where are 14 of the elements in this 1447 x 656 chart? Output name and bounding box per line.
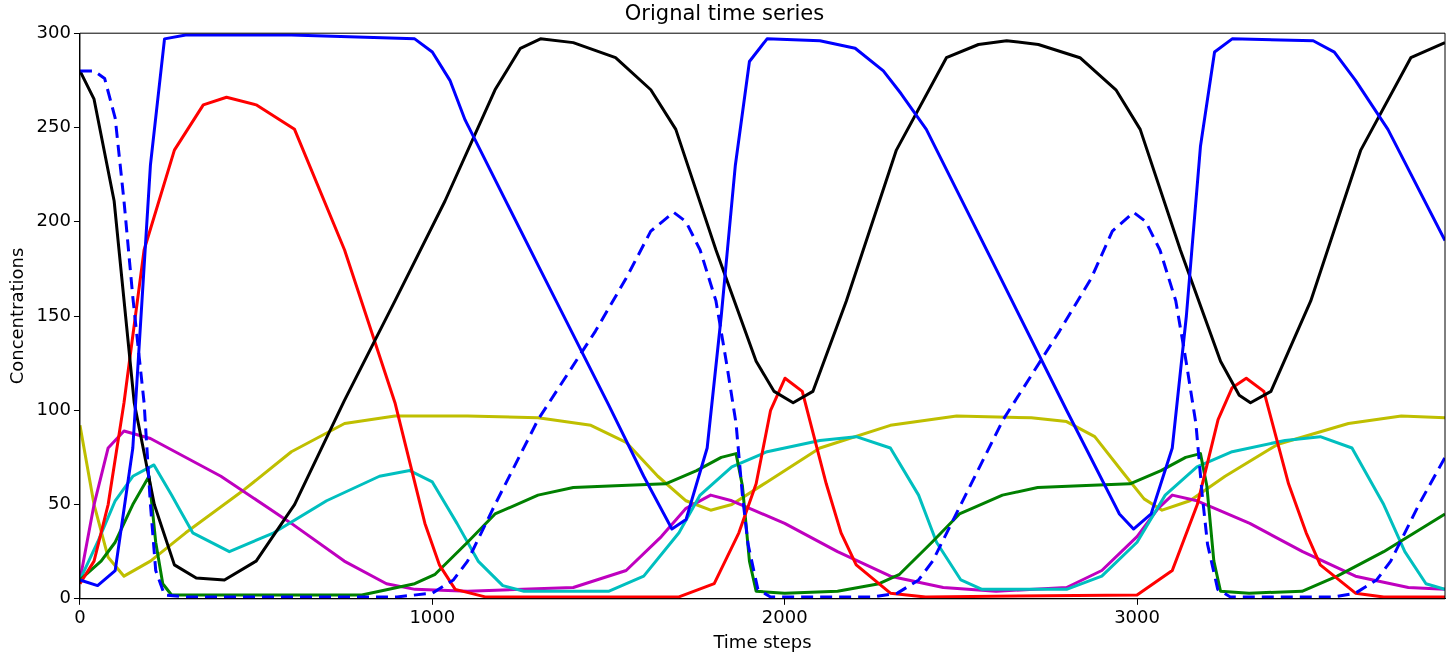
x-tick-label: 1000 bbox=[409, 606, 456, 628]
y-tick-label: 150 bbox=[36, 303, 71, 325]
y-axis-title: Concentrations bbox=[6, 247, 28, 385]
x-tick-label: 0 bbox=[74, 606, 86, 628]
x-tick-label: 3000 bbox=[1114, 606, 1160, 628]
y-tick-label: 300 bbox=[36, 20, 71, 42]
x-axis-title: Time steps bbox=[712, 630, 812, 652]
y-tick-label: 250 bbox=[36, 115, 71, 137]
y-tick-label: 200 bbox=[36, 209, 71, 231]
x-tick-label: 2000 bbox=[761, 606, 808, 628]
y-tick-label: 100 bbox=[36, 397, 71, 419]
y-tick-label: 50 bbox=[48, 492, 71, 514]
y-tick-label: 0 bbox=[59, 586, 71, 608]
chart-title: Orignal time series bbox=[624, 1, 825, 26]
